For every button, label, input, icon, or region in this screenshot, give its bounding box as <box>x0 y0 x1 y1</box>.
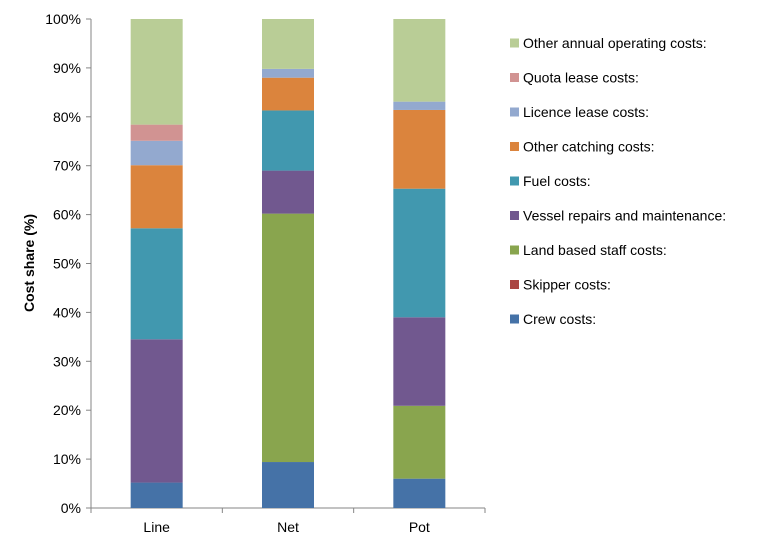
bar-segment <box>262 213 314 463</box>
y-tick-label: 100% <box>45 11 81 27</box>
legend-label: Other catching costs: <box>523 139 655 155</box>
x-category-label: Net <box>277 519 299 535</box>
legend-label: Licence lease costs: <box>523 104 649 120</box>
y-tick-label: 40% <box>53 304 81 320</box>
bar-segment <box>130 19 183 125</box>
bar-segment <box>262 462 314 508</box>
legend-label: Other annual operating costs: <box>523 35 707 51</box>
bar-segment <box>262 77 314 111</box>
bar-segment <box>130 339 183 483</box>
bar-segment <box>262 110 314 171</box>
legend-label: Quota lease costs: <box>523 70 639 86</box>
legend-label: Vessel repairs and maintenance: <box>523 208 726 224</box>
legend-swatch <box>510 176 519 186</box>
bar-segment <box>393 188 446 318</box>
bar-segment <box>130 124 183 141</box>
bar-segment <box>130 482 183 508</box>
bar-segment <box>393 405 446 479</box>
y-tick-label: 20% <box>53 402 81 418</box>
legend-swatch <box>510 38 519 48</box>
y-tick-label: 70% <box>53 158 81 174</box>
bar-segment <box>393 317 446 406</box>
bar-segment <box>393 19 446 102</box>
bar-segment <box>393 109 446 189</box>
legend-label: Skipper costs: <box>523 277 611 293</box>
y-tick-label: 90% <box>53 60 81 76</box>
legend-swatch <box>510 73 519 82</box>
bar-segment <box>262 19 314 69</box>
legend-swatch <box>510 314 519 324</box>
legend-swatch <box>510 211 519 220</box>
legend-swatch <box>510 142 519 151</box>
legend-label: Fuel costs: <box>523 173 591 189</box>
bar-segment <box>262 170 314 214</box>
legend-label: Land based staff costs: <box>523 242 667 258</box>
y-tick-label: 0% <box>61 500 81 516</box>
x-category-label: Line <box>143 519 170 535</box>
x-category-label: Pot <box>409 519 430 535</box>
y-tick-label: 60% <box>53 207 81 223</box>
bar-segment <box>393 478 446 508</box>
legend-swatch <box>510 280 519 289</box>
bar-segment <box>130 140 183 166</box>
legend-swatch <box>510 107 519 117</box>
y-tick-label: 50% <box>53 256 81 272</box>
y-axis-title: Cost share (%) <box>21 214 37 312</box>
legend: Other annual operating costs: Quota lease… <box>510 35 726 327</box>
bar-segment <box>130 165 183 229</box>
y-tick-label: 80% <box>53 109 81 125</box>
legend-swatch <box>510 245 519 255</box>
y-tick-label: 30% <box>53 353 81 369</box>
bar-segment <box>393 101 446 110</box>
bar-segment <box>262 68 314 78</box>
bar-segment <box>130 228 183 340</box>
plot-area: 0% 10% 20% 30% 40% 50% 60% 70% 80% 90% 100% Line Net… <box>45 11 486 535</box>
y-tick-label: 10% <box>53 451 81 467</box>
legend-label: Crew costs: <box>523 311 596 327</box>
